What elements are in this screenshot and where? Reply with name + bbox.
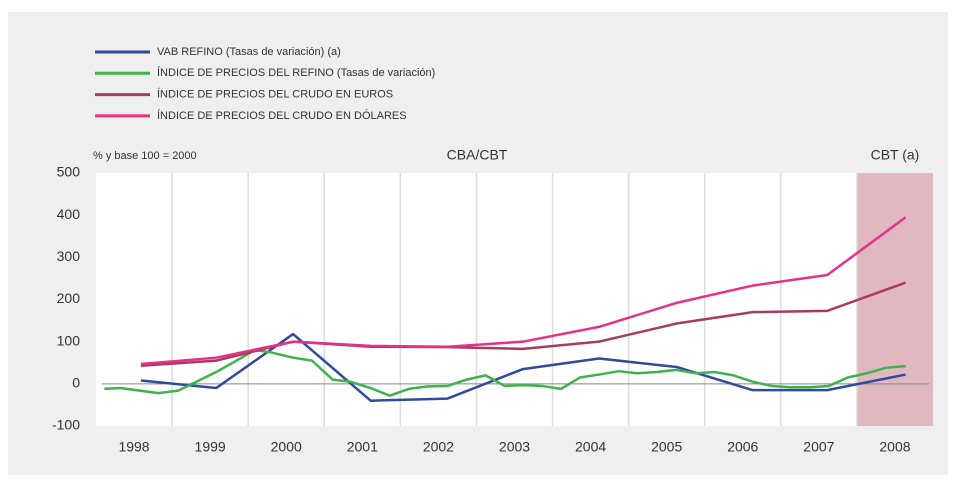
y-tick-label: 400: [57, 206, 81, 222]
y-tick-label: 500: [57, 164, 81, 180]
x-tick-label: 2004: [575, 439, 606, 455]
highlight-band: [856, 173, 933, 426]
axis-note: % y base 100 = 2000: [93, 150, 197, 162]
y-tick-label: -100: [52, 417, 80, 433]
legend-label: ÍNDICE DE PRECIOS DEL CRUDO EN DÓLARES: [157, 109, 407, 122]
legend-label: ÍNDICE DE PRECIOS DEL CRUDO EN EUROS: [157, 88, 393, 101]
x-tick-label: 2001: [347, 439, 378, 455]
x-tick-label: 2002: [423, 439, 454, 455]
section-label: CBA/CBT: [447, 147, 508, 163]
series-line: [104, 348, 906, 397]
legend-label: ÍNDICE DE PRECIOS DEL REFINO (Tasas de v…: [157, 66, 435, 79]
legend-label: VAB REFINO (Tasas de variación) (a): [157, 46, 341, 58]
x-tick-label: 1999: [195, 439, 226, 455]
highlight-label: CBT (a): [871, 147, 920, 163]
x-tick-label: 2003: [499, 439, 530, 455]
y-tick-label: 300: [57, 248, 81, 264]
x-tick-label: 1998: [118, 439, 149, 455]
y-tick-label: 100: [57, 332, 81, 348]
x-tick-label: 2005: [651, 439, 682, 455]
x-tick-label: 2000: [271, 439, 302, 455]
series-line: [140, 216, 907, 366]
x-tick-label: 2006: [727, 439, 758, 455]
y-tick-label: 0: [72, 375, 80, 391]
x-tick-label: 2008: [879, 439, 910, 455]
x-tick-label: 2007: [803, 439, 834, 455]
y-tick-label: 200: [57, 290, 81, 306]
